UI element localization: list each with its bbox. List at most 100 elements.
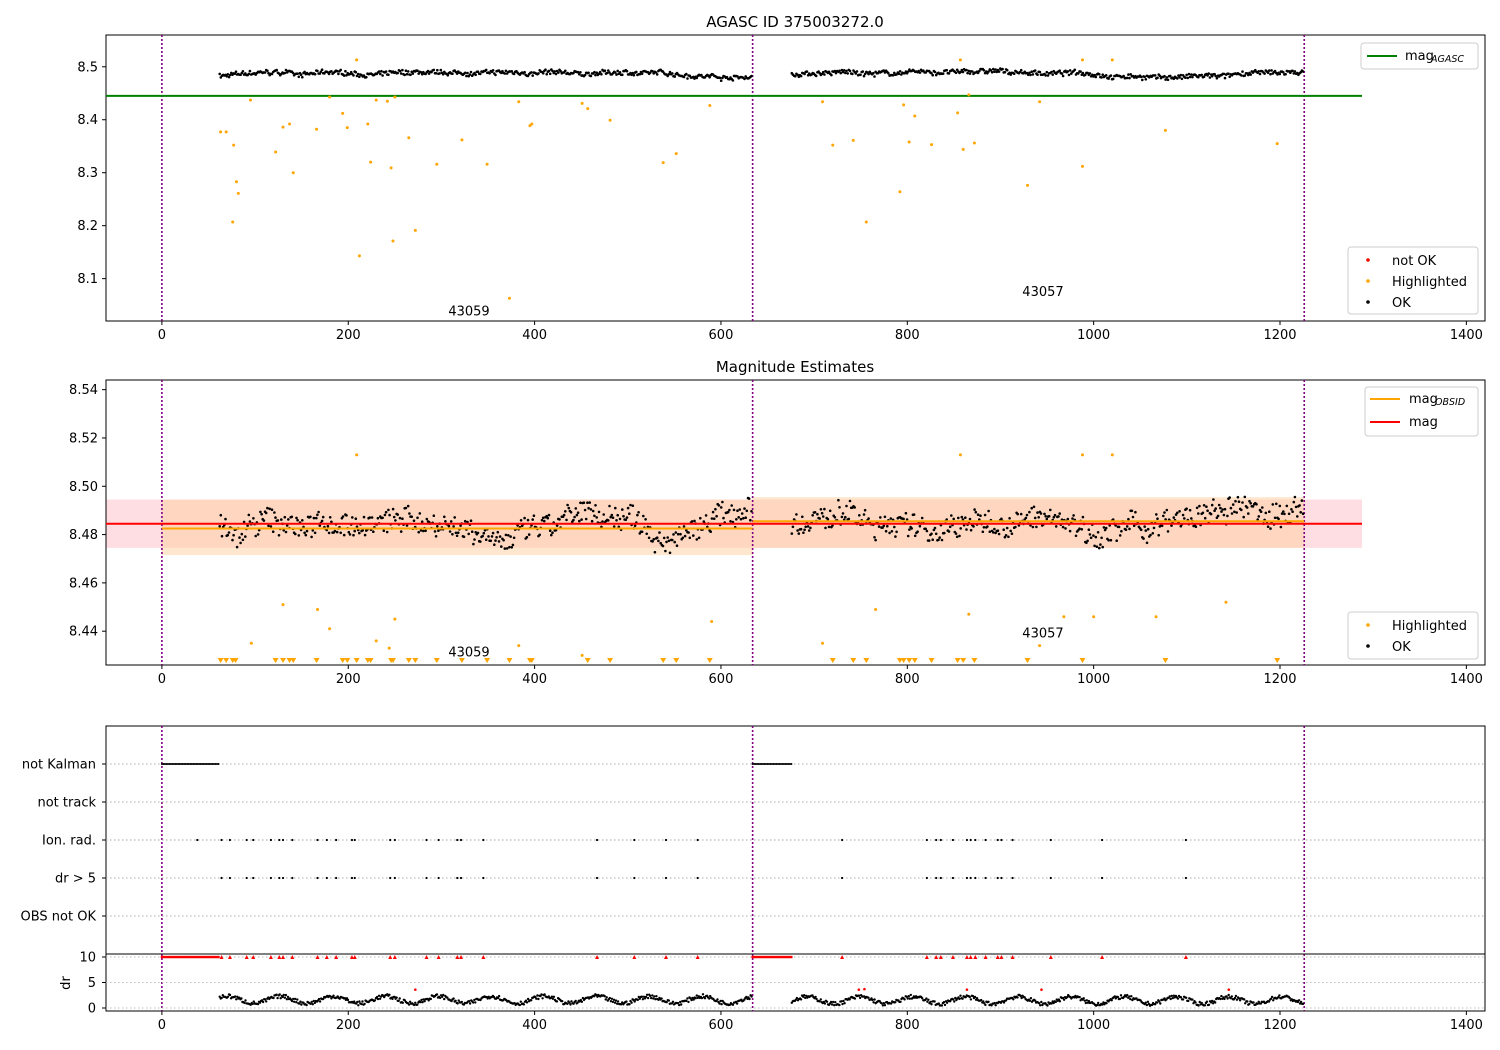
- mid-ok-point: [419, 529, 423, 532]
- top-ok-point: [1269, 72, 1272, 76]
- bot-dr-point: [576, 1001, 579, 1004]
- bot-dr-point: [1012, 998, 1015, 1001]
- top-ok-point: [530, 71, 533, 74]
- mid-below-range-marker: [367, 658, 374, 663]
- top-ok-point: [595, 71, 598, 74]
- bot-dr-point: [1233, 996, 1237, 1000]
- bot-dr-point: [818, 1000, 821, 1003]
- mid-ok-point: [722, 516, 725, 520]
- mid-ok-point: [591, 509, 595, 513]
- bot-dr-point: [1272, 999, 1275, 1002]
- mid-ok-point: [1209, 512, 1213, 516]
- top-highlighted-point: [530, 122, 534, 126]
- mid-ok-point: [1294, 505, 1298, 509]
- mid-ok-point: [655, 536, 659, 539]
- top-ok-point: [605, 71, 609, 75]
- mid-ok-point: [269, 525, 273, 528]
- top-ok-point: [1031, 73, 1035, 76]
- bot-dr-point: [1207, 1003, 1211, 1006]
- top-ok-point: [799, 74, 803, 78]
- bot-ion-rad-point: [595, 838, 599, 842]
- mid-ok-point: [491, 531, 495, 535]
- bot-dr-point: [880, 1002, 883, 1005]
- mid-ok-point: [569, 511, 573, 514]
- top-highlighted-point: [224, 130, 228, 134]
- bot-dr-point: [644, 995, 648, 999]
- bot-not-kalman-point: [216, 763, 219, 765]
- mid-ok-point: [693, 519, 696, 523]
- bot-ion-rad-point: [459, 838, 463, 842]
- mid-ok-point: [863, 508, 867, 512]
- bot-dr-point: [442, 993, 445, 997]
- bot-dr-point: [300, 1003, 303, 1006]
- bot-dr-point: [536, 994, 539, 997]
- bot-dr-high-point: [1227, 988, 1231, 991]
- top-highlighted-point: [389, 166, 393, 170]
- top-plot-frame: [105, 34, 1486, 322]
- top-ok-point: [667, 73, 671, 76]
- bot-not-kalman-point: [763, 763, 766, 765]
- bot-dr-point: [750, 995, 753, 998]
- bot-dr-point: [276, 996, 279, 1000]
- bot-dr-point: [994, 1004, 997, 1007]
- bot-ion-rad-point: [353, 838, 356, 842]
- mid-ok-point: [408, 512, 411, 515]
- mid-ok-point: [673, 540, 676, 544]
- mid-ok-point: [1000, 517, 1003, 521]
- mid-ok-point: [1054, 525, 1058, 528]
- top-highlighted-point: [281, 125, 285, 129]
- mid-ok-point: [607, 519, 610, 522]
- top-ok-point: [603, 69, 607, 72]
- mid-ok-point: [1298, 504, 1301, 507]
- bot-dr-point: [1171, 996, 1175, 1000]
- top-ok-point: [352, 74, 355, 77]
- mid-ok-point: [867, 517, 870, 520]
- mid-ok-point: [612, 525, 616, 528]
- mid-ok-point: [961, 518, 965, 521]
- top-ok-point: [523, 70, 526, 74]
- bot-dr-point: [1234, 994, 1238, 998]
- mid-ok-point: [1049, 508, 1052, 512]
- mid-ok-point: [1194, 525, 1198, 528]
- bot-dr-gt5-point: [350, 876, 354, 880]
- top-x-tick-label: 0: [158, 328, 166, 343]
- bot-dr-gt5-point: [245, 876, 248, 880]
- mid-ok-point: [831, 524, 834, 527]
- mid-ok-point: [1219, 506, 1222, 510]
- top-ok-point: [578, 73, 581, 76]
- top-ok-point: [1164, 78, 1167, 81]
- top-ok-point: [403, 73, 407, 77]
- top-ok-point: [830, 73, 833, 77]
- mid-ok-point: [266, 506, 269, 510]
- top-x-tick-label: 1200: [1263, 328, 1296, 343]
- bot-x-tick-label: 600: [709, 1018, 734, 1033]
- bot-dr-point: [1219, 997, 1222, 1001]
- bot-dr-point: [667, 999, 670, 1002]
- bot-dr-clipped-marker: [1048, 955, 1053, 959]
- mid-ok-point: [493, 543, 496, 546]
- bot-dr-point: [1054, 1000, 1058, 1004]
- mid-ok-point: [938, 536, 941, 539]
- bot-not-kalman-point: [210, 763, 213, 765]
- mid-ok-point: [1085, 541, 1088, 545]
- bot-dr-point: [244, 999, 247, 1002]
- bot-not-kalman-point: [193, 763, 196, 765]
- mid-below-range-marker: [673, 658, 680, 663]
- top-highlighted-point: [435, 162, 439, 166]
- top-ok-point: [668, 70, 672, 74]
- top-ok-point: [291, 71, 295, 75]
- bot-dr-point: [1087, 999, 1091, 1003]
- bot-dr-point: [1163, 997, 1166, 1000]
- bot-dr-point: [905, 995, 908, 998]
- bot-dr-point: [363, 1002, 366, 1006]
- mid-below-range-marker: [1024, 658, 1031, 663]
- bot-dr-point: [685, 999, 688, 1003]
- bot-dr-point: [373, 999, 377, 1002]
- bot-not-kalman-point: [162, 763, 165, 765]
- bot-dr-point: [867, 996, 870, 999]
- bot-dr-point: [799, 998, 803, 1001]
- mid-ok-point: [1149, 533, 1152, 537]
- mid-below-range-marker: [607, 658, 614, 663]
- mid-highlighted-point: [580, 653, 584, 657]
- mid-ok-point: [1029, 524, 1032, 527]
